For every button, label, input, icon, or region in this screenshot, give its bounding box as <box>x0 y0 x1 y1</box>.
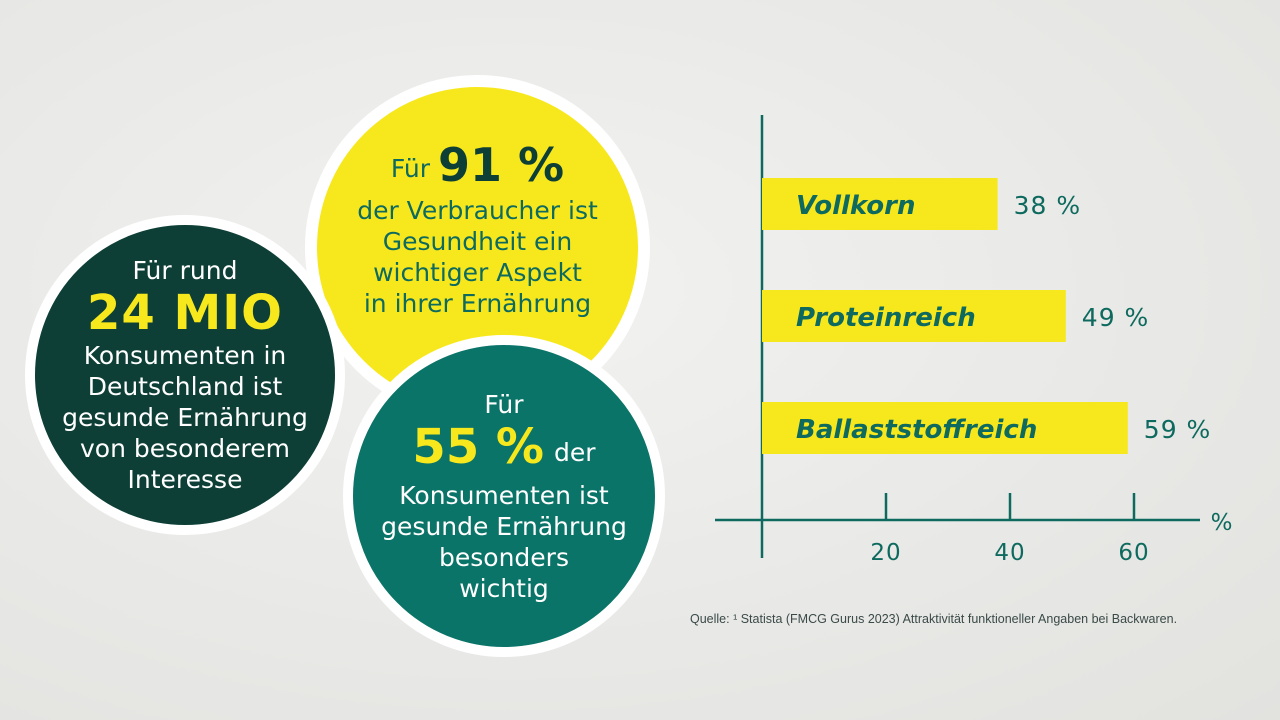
bar-category-label: Proteinreich <box>796 303 976 333</box>
stat-big-number: 24 MIO <box>87 285 283 341</box>
stat-line: Konsumenten ist <box>399 480 609 510</box>
stat-suffix: der <box>554 437 596 467</box>
bar-category-label: Ballaststoffreich <box>796 415 1037 445</box>
x-tick-label: 20 <box>870 540 901 566</box>
bar <box>762 402 1128 454</box>
stat-line: der Verbraucher ist <box>357 196 598 225</box>
stat-line: Deutschland ist <box>87 372 283 401</box>
stat-prefix: Für <box>390 154 430 183</box>
bar-chart: 20 40 60% Vollkorn 38 % Proteinreich 49 % Balla… <box>715 115 1234 566</box>
x-tick-label: 60 <box>1118 540 1149 566</box>
stat-line: gesunde Ernährung <box>62 403 308 432</box>
stat-big-number: 91 % <box>438 138 565 192</box>
stat-line: wichtiger Aspekt <box>373 258 582 287</box>
bar-value-label: 49 % <box>1082 303 1150 332</box>
stat-line: Gesundheit ein <box>382 227 573 256</box>
stat-line: wichtig <box>459 573 549 603</box>
stat-line: besonders <box>439 542 569 572</box>
bar-category-label: Vollkorn <box>796 191 915 221</box>
stat-circle-55-percent: Für 55 % der Konsumenten ist gesunde Ernä… <box>343 335 665 657</box>
bar-value-label: 38 % <box>1014 191 1082 220</box>
x-tick-label: 40 <box>994 540 1025 566</box>
stat-line: Interesse <box>127 465 243 494</box>
stat-line: gesunde Ernährung <box>381 511 627 541</box>
stat-big-number: 55 % <box>412 418 545 475</box>
stat-line: von besonderem <box>79 434 290 463</box>
bar <box>762 178 998 230</box>
bar-value-label: 59 % <box>1144 415 1212 444</box>
stat-prefix: Für rund <box>132 256 238 285</box>
stat-line: in ihrer Ernährung <box>363 289 592 318</box>
stat-circle-24-mio: Für rund 24 MIO Konsumenten in Deutschla… <box>25 215 345 535</box>
stat-prefix: Für <box>484 389 524 419</box>
source-note: Quelle: ¹ Statista (FMCG Gurus 2023) Att… <box>690 612 1178 626</box>
stat-line: Konsumenten in <box>83 341 287 370</box>
bar <box>762 290 1066 342</box>
x-axis-unit: % <box>1211 510 1234 536</box>
